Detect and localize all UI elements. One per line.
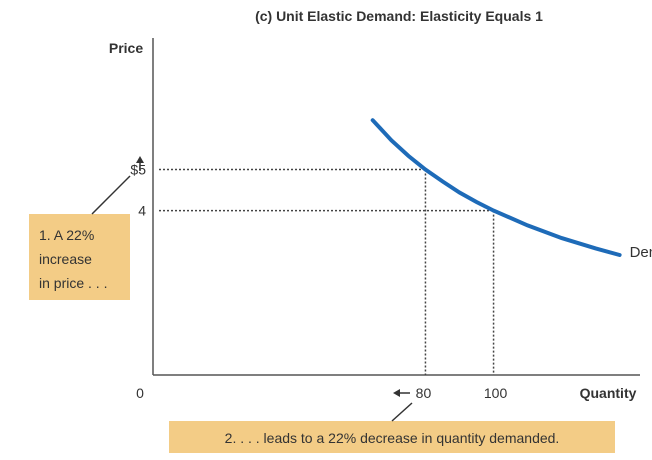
annotation-price-box — [29, 214, 130, 300]
price-up-arrow — [136, 156, 144, 171]
annotation-price-line-1: 1. A 22% — [39, 227, 94, 243]
demand-curve — [370, 118, 622, 257]
reference-lines — [159, 168, 495, 375]
chart-title: (c) Unit Elastic Demand: Elasticity Equa… — [255, 8, 543, 24]
x-axis-label: Quantity — [580, 385, 637, 401]
x-tick-label-80: 80 — [416, 385, 432, 401]
annotation-quantity-box — [169, 421, 615, 453]
annotation-price-line-2: increase — [39, 251, 92, 267]
annotation-price-connector — [91, 175, 131, 215]
annotation-quantity-text: 2. . . . leads to a 22% decrease in quan… — [225, 430, 560, 446]
annotation-quantity-connector — [391, 402, 413, 422]
annotation-price-increase: 1. A 22% increase in price . . . — [29, 214, 130, 300]
x-tick-label-100: 100 — [484, 385, 508, 401]
quantity-left-arrow — [393, 389, 410, 397]
y-axis-label: Price — [109, 40, 143, 56]
annotation-quantity-decrease: 2. . . . leads to a 22% decrease in quan… — [169, 421, 615, 453]
y-tick-label-5: $5 — [130, 162, 146, 178]
demand-label: Demand — [630, 244, 652, 261]
origin-label: 0 — [136, 385, 144, 401]
annotation-price-line-3: in price . . . — [39, 275, 107, 291]
y-tick-label-4: 4 — [138, 203, 146, 219]
